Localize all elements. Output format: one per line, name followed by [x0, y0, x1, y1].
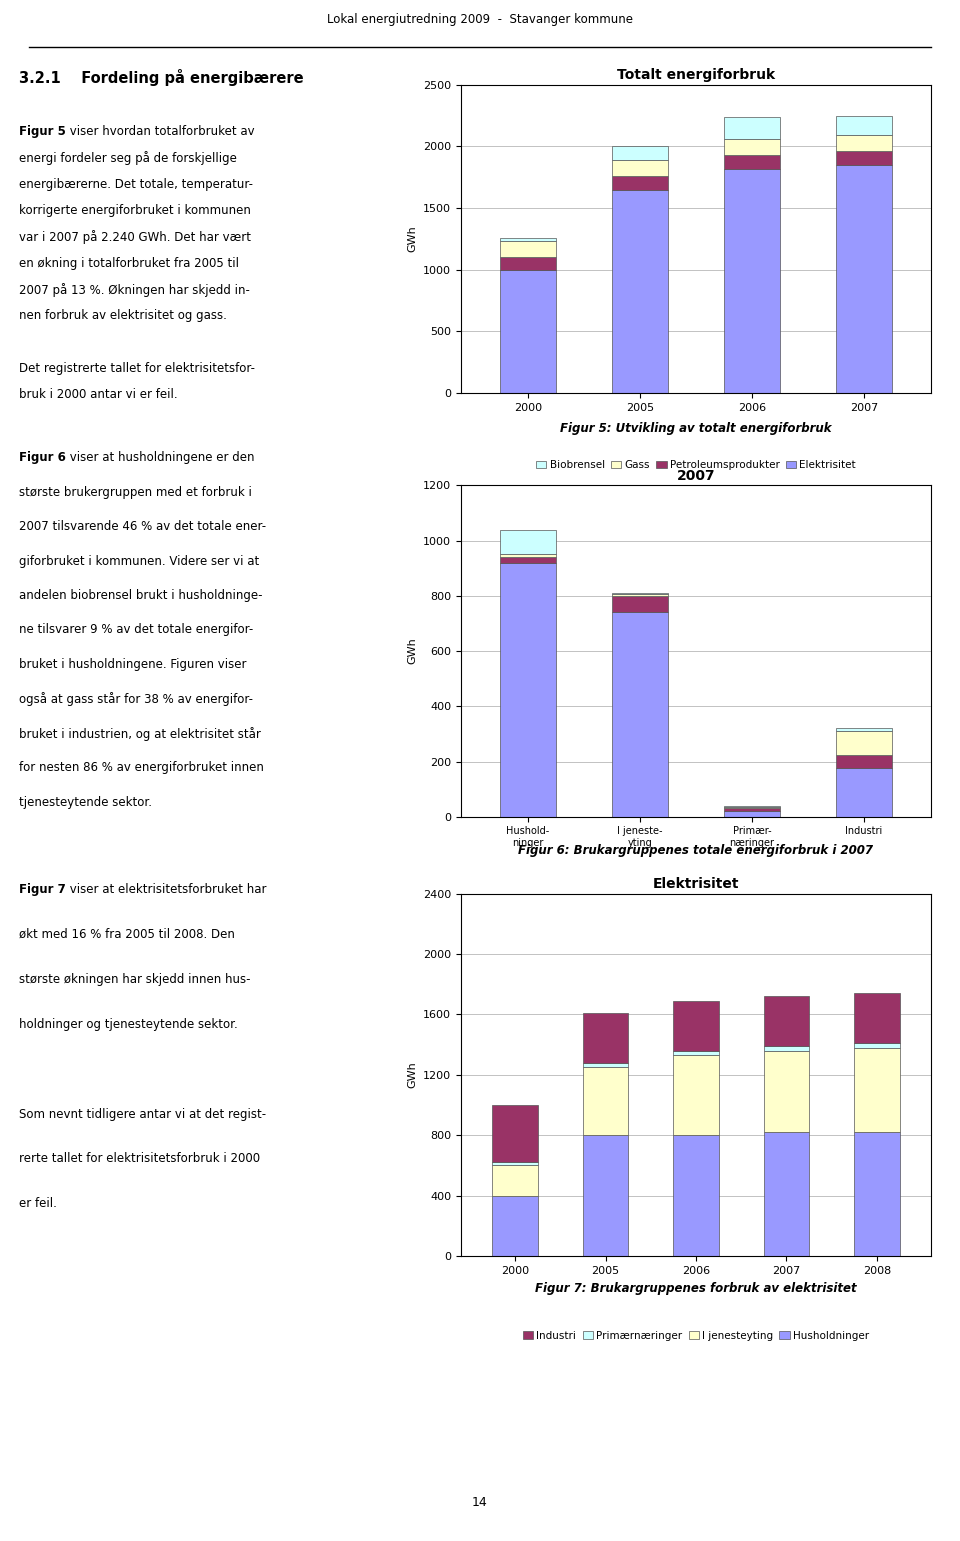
Bar [612, 160, 668, 176]
Bar [673, 1051, 719, 1056]
Text: Figur 5: Figur 5 [19, 125, 66, 137]
Bar [500, 270, 556, 393]
Bar [854, 994, 900, 1043]
Text: nen forbruk av elektrisitet og gass.: nen forbruk av elektrisitet og gass. [19, 310, 228, 322]
Text: andelen biobrensel brukt i husholdninge-: andelen biobrensel brukt i husholdninge- [19, 589, 263, 603]
Bar [724, 139, 780, 156]
Bar [836, 755, 892, 769]
Text: viser hvordan totalforbruket av: viser hvordan totalforbruket av [66, 125, 254, 137]
Bar [492, 1162, 538, 1165]
Bar [500, 242, 556, 257]
Bar [764, 997, 809, 1046]
Title: 2007: 2007 [677, 468, 715, 482]
Y-axis label: GWh: GWh [407, 225, 418, 253]
Bar [854, 1048, 900, 1133]
Legend: Diobrensel, Gass, Petroleumsprodukter, Elektrisitet: Diobrensel, Gass, Petroleumsprodukter, E… [532, 892, 860, 911]
Bar [500, 239, 556, 242]
Bar [500, 562, 556, 817]
Text: Figur 7: Figur 7 [19, 883, 66, 895]
Bar [854, 1043, 900, 1048]
Bar [724, 809, 780, 811]
Text: viser at elektrisitetsforbruket har: viser at elektrisitetsforbruket har [66, 883, 267, 895]
Bar [836, 729, 892, 730]
Bar [500, 257, 556, 270]
Text: bruket i husholdningene. Figuren viser: bruket i husholdningene. Figuren viser [19, 658, 247, 670]
Text: Figur 5: Utvikling av totalt energiforbruk: Figur 5: Utvikling av totalt energiforbr… [561, 422, 831, 435]
Bar [836, 136, 892, 151]
Text: ne tilsvarer 9 % av det totale energifor-: ne tilsvarer 9 % av det totale energifor… [19, 624, 253, 636]
Text: giforbruket i kommunen. Videre ser vi at: giforbruket i kommunen. Videre ser vi at [19, 555, 259, 567]
Bar [836, 769, 892, 817]
Bar [612, 176, 668, 190]
Bar [724, 168, 780, 393]
Bar [854, 1133, 900, 1256]
Bar [612, 612, 668, 817]
Text: er feil.: er feil. [19, 1197, 57, 1210]
Text: 3.2.1    Fordeling på energibærere: 3.2.1 Fordeling på energibærere [19, 69, 303, 86]
Bar [500, 558, 556, 562]
Text: en økning i totalforbruket fra 2005 til: en økning i totalforbruket fra 2005 til [19, 256, 239, 270]
Bar [612, 596, 668, 612]
Text: Figur 6: Figur 6 [19, 452, 66, 464]
Text: 2007 på 13 %. Økningen har skjedd in-: 2007 på 13 %. Økningen har skjedd in- [19, 284, 250, 297]
Text: Lokal energiutredning 2009  -  Stavanger kommune: Lokal energiutredning 2009 - Stavanger k… [327, 12, 633, 26]
Text: holdninger og tjenesteytende sektor.: holdninger og tjenesteytende sektor. [19, 1017, 238, 1031]
Text: tjenesteytende sektor.: tjenesteytende sektor. [19, 795, 153, 809]
Text: 14: 14 [472, 1496, 488, 1509]
Text: energi fordeler seg på de forskjellige: energi fordeler seg på de forskjellige [19, 151, 237, 165]
Bar [764, 1046, 809, 1051]
Text: største brukergruppen med et forbruk i: største brukergruppen med et forbruk i [19, 485, 252, 499]
Bar [836, 165, 892, 393]
Bar [764, 1133, 809, 1256]
Bar [583, 1063, 628, 1068]
Bar [500, 530, 556, 555]
Text: bruket i industrien, og at elektrisitet står: bruket i industrien, og at elektrisitet … [19, 727, 261, 741]
Bar [583, 1068, 628, 1136]
Bar [673, 1002, 719, 1051]
Y-axis label: GWh: GWh [407, 638, 418, 664]
Bar [492, 1165, 538, 1196]
Text: for nesten 86 % av energiforbruket innen: for nesten 86 % av energiforbruket innen [19, 761, 264, 774]
Text: viser at husholdningene er den: viser at husholdningene er den [66, 452, 254, 464]
Bar [583, 1136, 628, 1256]
Legend: Industri, Primærnæringer, I jenesteyting, Husholdninger: Industri, Primærnæringer, I jenesteyting… [518, 1327, 874, 1345]
Bar [500, 555, 556, 558]
Bar [612, 146, 668, 160]
Text: 2007 tilsvarende 46 % av det totale ener-: 2007 tilsvarende 46 % av det totale ener… [19, 521, 266, 533]
Text: største økningen har skjedd innen hus-: største økningen har skjedd innen hus- [19, 972, 251, 986]
Text: Figur 6: Brukargruppenes totale energiforbruk i 2007: Figur 6: Brukargruppenes totale energifo… [518, 844, 874, 857]
Bar [836, 730, 892, 755]
Bar [724, 156, 780, 168]
Text: energibærerne. Det totale, temperatur-: energibærerne. Det totale, temperatur- [19, 177, 253, 191]
Bar [673, 1136, 719, 1256]
Text: bruk i 2000 antar vi er feil.: bruk i 2000 antar vi er feil. [19, 388, 178, 401]
Bar [724, 811, 780, 817]
Bar [673, 1056, 719, 1136]
Legend: Biobrensel, Gass, Petroleumsprodukter, Elektrisitet: Biobrensel, Gass, Petroleumsprodukter, E… [532, 456, 860, 475]
Text: korrigerte energiforbruket i kommunen: korrigerte energiforbruket i kommunen [19, 203, 252, 217]
Bar [612, 190, 668, 393]
Text: var i 2007 på 2.240 GWh. Det har vært: var i 2007 på 2.240 GWh. Det har vært [19, 230, 252, 243]
Y-axis label: GWh: GWh [407, 1062, 418, 1088]
Bar [836, 151, 892, 165]
Text: Det registrerte tallet for elektrisitetsfor-: Det registrerte tallet for elektrisitets… [19, 362, 255, 374]
Bar [764, 1051, 809, 1133]
Text: Som nevnt tidligere antar vi at det regist-: Som nevnt tidligere antar vi at det regi… [19, 1108, 266, 1120]
Text: økt med 16 % fra 2005 til 2008. Den: økt med 16 % fra 2005 til 2008. Den [19, 928, 235, 942]
Bar [836, 116, 892, 136]
Bar [724, 117, 780, 139]
Bar [583, 1012, 628, 1063]
Bar [492, 1196, 538, 1256]
Text: også at gass står for 38 % av energifor-: også at gass står for 38 % av energifor- [19, 692, 253, 706]
Title: Totalt energiforbruk: Totalt energiforbruk [617, 68, 775, 82]
Text: Figur 7: Brukargruppenes forbruk av elektrisitet: Figur 7: Brukargruppenes forbruk av elek… [535, 1282, 857, 1294]
Bar [492, 1105, 538, 1162]
Text: rerte tallet for elektrisitetsforbruk i 2000: rerte tallet for elektrisitetsforbruk i … [19, 1153, 260, 1165]
Title: Elektrisitet: Elektrisitet [653, 877, 739, 891]
